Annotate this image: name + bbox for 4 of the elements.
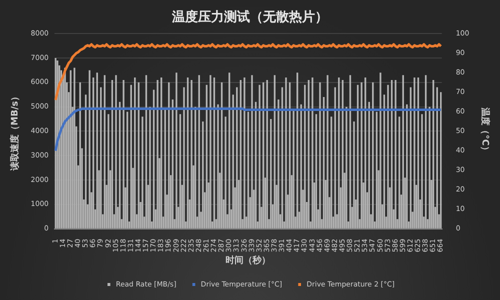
chart-title: 温度压力测试（无散热片） bbox=[171, 9, 328, 26]
y-axis-title: 读取速度（MB/s） bbox=[10, 92, 21, 172]
y2-axis-title: 温度（°C） bbox=[479, 106, 490, 155]
x-axis-title: 时间（秒） bbox=[226, 254, 271, 266]
